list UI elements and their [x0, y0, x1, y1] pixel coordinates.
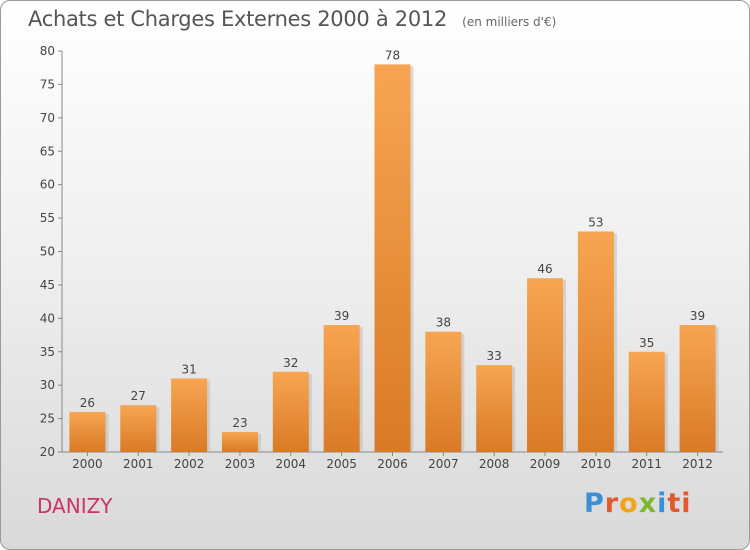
- y-tick-label: 35: [40, 345, 55, 359]
- y-tick-label: 25: [40, 412, 55, 426]
- logo-letter: r: [604, 488, 620, 519]
- bar-2011: [628, 351, 665, 452]
- data-label: 38: [436, 316, 451, 330]
- y-tick-label: 20: [40, 445, 55, 459]
- y-tick-label: 70: [40, 111, 55, 125]
- bar-2012: [679, 325, 716, 452]
- y-tick-label: 40: [40, 311, 55, 325]
- x-tick-label: 2009: [530, 457, 561, 471]
- proxiti-logo[interactable]: Proxiti: [584, 488, 692, 519]
- y-tick-label: 65: [40, 144, 55, 158]
- data-label: 26: [80, 396, 95, 410]
- x-tick-label: 2012: [682, 457, 713, 471]
- bar-2003: [221, 431, 258, 452]
- y-tick-label: 55: [40, 211, 55, 225]
- bar-2010: [577, 231, 614, 452]
- data-label: 39: [334, 309, 349, 323]
- x-tick-label: 2002: [174, 457, 205, 471]
- y-tick-label: 75: [40, 77, 55, 91]
- bar-2005: [323, 325, 360, 452]
- data-label: 39: [690, 309, 705, 323]
- data-label: 78: [385, 48, 400, 62]
- data-label: 27: [131, 389, 146, 403]
- data-label: 35: [639, 336, 654, 350]
- y-tick-label: 60: [40, 178, 55, 192]
- chart-unit-label: (en milliers d'€): [462, 15, 557, 29]
- bar-2001: [120, 405, 157, 452]
- x-tick-label: 2007: [428, 457, 459, 471]
- y-tick-label: 30: [40, 378, 55, 392]
- data-label: 32: [283, 356, 298, 370]
- data-label: 33: [487, 349, 502, 363]
- x-tick-label: 2011: [631, 457, 662, 471]
- x-tick-label: 2006: [377, 457, 408, 471]
- y-tick-label: 80: [40, 44, 55, 58]
- data-label: 53: [588, 215, 603, 229]
- y-tick-label: 50: [40, 245, 55, 259]
- chart-title: Achats et Charges Externes 2000 à 2012 (…: [28, 7, 556, 31]
- chart-title-text: Achats et Charges Externes 2000 à 2012: [28, 7, 448, 31]
- logo-letter: P: [584, 488, 605, 519]
- x-tick-label: 2005: [326, 457, 357, 471]
- bar-2006: [374, 64, 411, 452]
- commune-name: DANIZY: [37, 494, 113, 518]
- data-label: 46: [537, 262, 552, 276]
- logo-letter: o: [619, 488, 639, 519]
- bar-2007: [425, 331, 462, 452]
- data-label: 31: [181, 362, 196, 376]
- bar-2004: [272, 371, 309, 452]
- data-label: 23: [232, 416, 247, 430]
- logo-letter: x: [638, 488, 658, 519]
- x-tick-label: 2000: [72, 457, 103, 471]
- bar-2009: [527, 278, 564, 452]
- logo-letter: i: [657, 488, 668, 519]
- logo-letter: ti: [667, 488, 692, 519]
- bar-2002: [171, 378, 208, 452]
- x-tick-label: 2004: [276, 457, 307, 471]
- bar-2000: [69, 411, 106, 452]
- x-tick-label: 2001: [123, 457, 154, 471]
- y-tick-label: 45: [40, 278, 55, 292]
- x-tick-label: 2010: [581, 457, 612, 471]
- x-tick-label: 2003: [225, 457, 256, 471]
- bar-2008: [476, 365, 513, 452]
- x-tick-label: 2008: [479, 457, 510, 471]
